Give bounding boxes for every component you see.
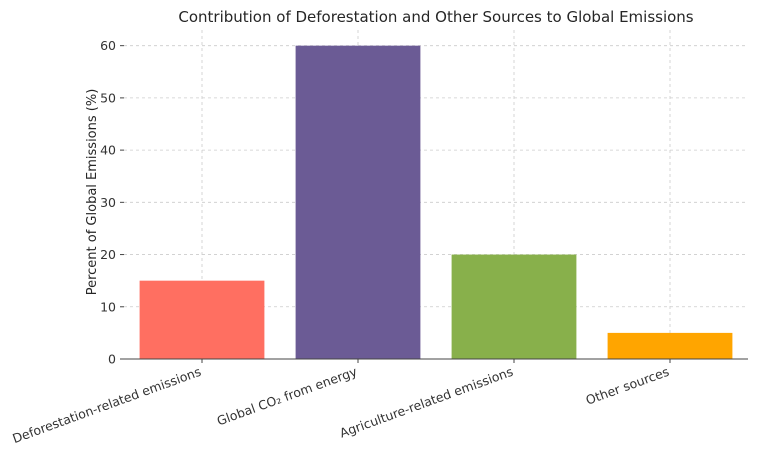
y-tick-label: 30 [100, 195, 116, 210]
bars-layer [139, 45, 733, 360]
grid-layer [124, 30, 748, 359]
x-tick-label: Global CO₂ from energy [215, 364, 360, 429]
y-tick-layer: 0 10 20 30 40 50 60 [100, 38, 124, 367]
bar-1 [139, 280, 265, 359]
chart-title: Contribution of Deforestation and Other … [178, 8, 694, 26]
x-tick-layer: Deforestation-related emissions Global CO… [10, 359, 671, 446]
x-tick-label: Other sources [584, 364, 671, 408]
bar-3 [451, 254, 577, 359]
y-tick-label: 10 [100, 299, 116, 314]
y-tick-label: 40 [100, 143, 116, 158]
bar-2 [295, 45, 421, 360]
y-tick-label: 20 [100, 247, 116, 262]
x-tick-label: Deforestation-related emissions [10, 364, 203, 446]
y-axis-label: Percent of Global Emissions (%) [85, 89, 100, 296]
y-tick-label: 0 [108, 352, 116, 367]
y-tick-label: 60 [100, 38, 116, 53]
y-tick-label: 50 [100, 90, 116, 105]
bar-4 [607, 332, 733, 359]
x-tick-label: Agriculture-related emissions [338, 364, 515, 441]
